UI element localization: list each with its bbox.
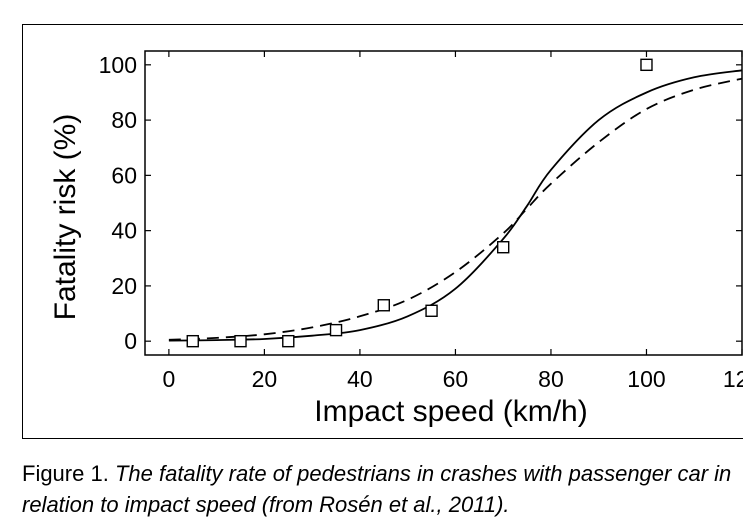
data-point-marker (329, 323, 343, 337)
data-point-marker (497, 241, 510, 254)
y-tick-label: 20 (111, 273, 137, 299)
plot-area: 0 20 40 60 80 100 120 0 20 40 60 80 100 (99, 50, 743, 392)
x-tick-label: 80 (538, 366, 564, 392)
caption-label: Figure 1. (22, 461, 109, 486)
caption-text: The fatality rate of pedestrians in cras… (22, 461, 732, 517)
figure-frame: 0 20 40 60 80 100 120 0 20 40 60 80 100 Impact speed… (22, 24, 743, 439)
y-tick-label: 60 (111, 162, 137, 188)
data-point-marker (234, 334, 247, 348)
data-point-marker (282, 334, 295, 348)
dashed-fit-line (168, 77, 743, 341)
data-point-marker (377, 299, 390, 312)
x-tick-label: 40 (347, 366, 373, 392)
plot-box (144, 50, 743, 356)
x-tick-label: 120 (723, 366, 743, 392)
y-tick-label: 80 (111, 107, 137, 133)
y-tick-label: 0 (124, 328, 137, 354)
x-tick-label: 60 (443, 366, 469, 392)
data-point-marker (640, 58, 653, 72)
y-tick-label: 100 (99, 52, 137, 78)
y-axis-label: Fatality risk (%) (49, 114, 82, 321)
data-point-marker (425, 304, 438, 317)
solid-fit-line (168, 69, 743, 342)
chart: 0 20 40 60 80 100 120 0 20 40 60 80 100 Impact speed… (49, 50, 743, 428)
x-axis-label: Impact speed (km/h) (314, 395, 587, 428)
x-tick-label: 20 (252, 366, 278, 392)
x-tick-label: 100 (627, 366, 665, 392)
x-tick-label: 0 (162, 366, 175, 392)
y-tick-label: 40 (111, 218, 137, 244)
data-point-marker (186, 334, 199, 348)
figure-caption: Figure 1. The fatality rate of pedestria… (22, 458, 743, 520)
